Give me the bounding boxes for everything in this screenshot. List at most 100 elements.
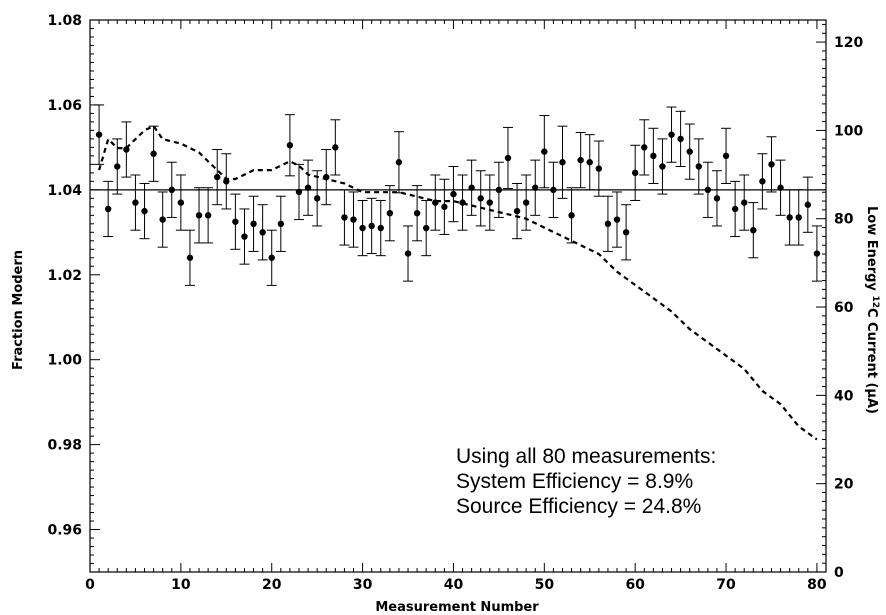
data-point xyxy=(241,233,248,240)
data-point xyxy=(332,144,339,151)
data-point xyxy=(568,212,575,219)
axis-ticks xyxy=(89,19,827,573)
annotation-line-3: Source Efficiency = 24.8% xyxy=(456,495,701,518)
x-tick-label: 80 xyxy=(807,577,827,593)
data-point xyxy=(377,224,384,232)
data-point xyxy=(631,169,639,177)
data-point xyxy=(550,186,557,194)
y2-axis-title: Low Energy 12C Current (μA) xyxy=(864,206,880,414)
data-point xyxy=(577,156,584,164)
data-point xyxy=(650,152,657,160)
x-tick-label: 50 xyxy=(535,577,555,593)
current-series-group xyxy=(98,124,818,441)
data-point xyxy=(304,184,312,191)
data-point xyxy=(168,186,175,194)
data-point xyxy=(104,205,112,213)
data-point xyxy=(595,165,603,172)
data-point xyxy=(713,195,721,202)
annotation-line-1: Using all 80 measurements: xyxy=(456,445,716,468)
data-point xyxy=(704,186,712,194)
data-point xyxy=(250,220,257,228)
data-point xyxy=(413,210,421,217)
data-point xyxy=(450,190,457,198)
data-point xyxy=(195,212,203,219)
data-point xyxy=(95,131,103,138)
data-point xyxy=(777,184,784,191)
data-point xyxy=(214,173,221,181)
x-tick-label: 0 xyxy=(85,577,95,593)
y-tick-label: 0.96 xyxy=(47,523,82,539)
x-tick-label: 30 xyxy=(353,577,373,593)
y2-tick-label: 120 xyxy=(834,35,863,51)
y2-tick-label: 40 xyxy=(834,388,854,404)
data-point xyxy=(223,178,230,185)
data-point xyxy=(368,222,375,230)
y-axis-title: Fraction Modern xyxy=(11,250,26,370)
data-point xyxy=(313,195,321,202)
data-point xyxy=(786,214,793,221)
data-point xyxy=(613,216,621,223)
data-point xyxy=(159,216,166,223)
data-point xyxy=(441,203,448,211)
y2-tick-label: 80 xyxy=(834,212,854,228)
data-point xyxy=(395,159,403,166)
data-point xyxy=(286,142,294,149)
data-point xyxy=(668,131,675,138)
data-point xyxy=(741,199,748,206)
y-tick-label: 0.98 xyxy=(47,438,82,454)
data-point xyxy=(114,163,121,170)
data-point xyxy=(513,207,521,215)
y-tick-label: 1.00 xyxy=(47,353,82,369)
x-tick-label: 10 xyxy=(171,577,191,593)
data-point xyxy=(695,163,702,170)
x-tick-label: 60 xyxy=(625,577,645,593)
data-point xyxy=(323,173,330,181)
fraction-modern-series-group xyxy=(94,104,822,286)
data-point xyxy=(186,254,194,261)
y-tick-label: 1.06 xyxy=(47,98,82,114)
data-point xyxy=(722,152,730,160)
data-point xyxy=(641,144,648,151)
data-point xyxy=(504,154,512,162)
data-point xyxy=(350,216,357,223)
data-point xyxy=(432,199,439,206)
plot-border xyxy=(89,19,827,573)
data-point xyxy=(731,205,739,213)
y-tick-label: 1.08 xyxy=(47,13,82,29)
plot-frame xyxy=(89,19,827,573)
data-point xyxy=(359,224,366,232)
data-point xyxy=(404,250,412,257)
y2-tick-label: 0 xyxy=(834,565,844,581)
x-axis-title: Measurement Number xyxy=(375,600,539,615)
data-point xyxy=(204,212,212,219)
annotation-line-2: System Efficiency = 8.9% xyxy=(456,470,693,493)
data-point xyxy=(559,159,566,166)
data-point xyxy=(522,199,530,206)
data-point xyxy=(659,163,666,170)
data-point xyxy=(750,226,757,234)
data-point xyxy=(495,186,503,194)
data-point xyxy=(804,201,812,208)
data-point xyxy=(277,220,285,228)
x-tick-label: 20 xyxy=(262,577,282,593)
data-point xyxy=(232,218,239,225)
data-point xyxy=(150,150,157,157)
data-point xyxy=(123,146,130,153)
y2-tick-label: 60 xyxy=(834,300,854,316)
data-point xyxy=(341,214,348,221)
data-point xyxy=(532,184,539,191)
data-point xyxy=(586,159,593,166)
data-point xyxy=(259,229,266,236)
data-point xyxy=(768,161,775,168)
data-point xyxy=(132,199,139,206)
data-point xyxy=(459,199,466,206)
tick-labels: 0 10 20 30 40 50 60 70 80 0.96 0.98 1.00 1.02 1.04 1.0… xyxy=(47,13,863,593)
data-point xyxy=(268,254,275,261)
y2-tick-label: 100 xyxy=(834,123,863,139)
data-point xyxy=(541,148,548,155)
data-point xyxy=(141,207,148,215)
data-point xyxy=(686,148,693,155)
data-point xyxy=(813,250,821,257)
data-point xyxy=(422,224,430,232)
